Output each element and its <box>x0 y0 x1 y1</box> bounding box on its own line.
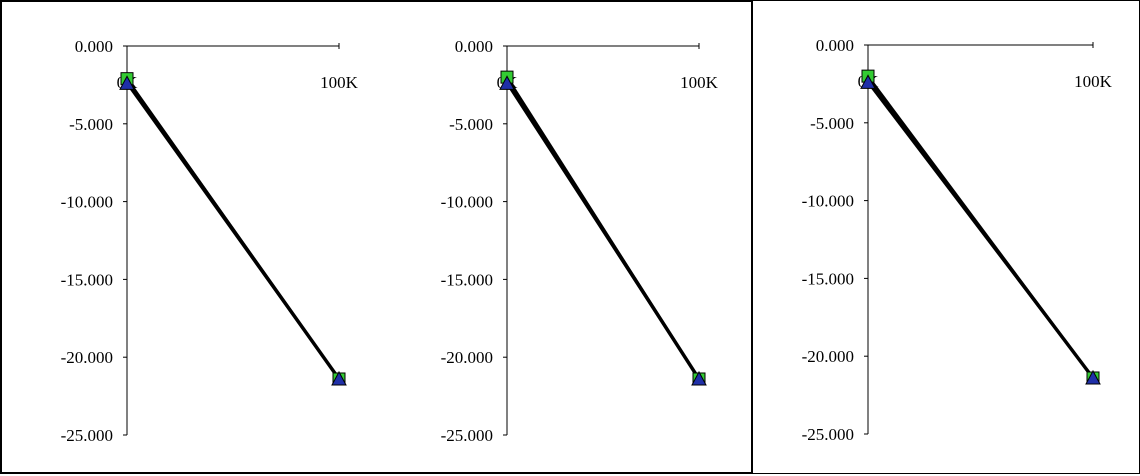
chart-1-svg: 0.000-5.000-10.000-15.000-20.000-25.0000… <box>61 37 359 445</box>
series-line <box>866 78 1093 379</box>
y-tick-label: -5.000 <box>810 114 854 133</box>
series-line <box>125 79 339 380</box>
chart-panel-3: 0.000-5.000-10.000-15.000-20.000-25.0000… <box>753 0 1140 474</box>
y-tick-label: 0.000 <box>75 37 113 56</box>
y-tick-label: -10.000 <box>802 192 854 211</box>
chart-3-svg: 0.000-5.000-10.000-15.000-20.000-25.0000… <box>802 36 1113 444</box>
x-tick-label: 100K <box>320 73 359 92</box>
y-tick-label: -25.000 <box>802 425 854 444</box>
x-tick-label: 100K <box>680 73 719 92</box>
y-tick-label: 0.000 <box>455 37 493 56</box>
y-tick-label: -15.000 <box>441 270 493 289</box>
chart-2-svg: 0.000-5.000-10.000-15.000-20.000-25.0000… <box>441 37 719 445</box>
y-tick-label: -20.000 <box>441 348 493 367</box>
y-tick-label: -5.000 <box>449 115 493 134</box>
triangle-marker <box>499 75 515 90</box>
y-tick-label: -5.000 <box>69 115 113 134</box>
triangle-marker <box>331 370 347 386</box>
triangle-marker <box>691 370 707 386</box>
y-tick-label: -25.000 <box>61 426 113 445</box>
series-line <box>125 79 341 380</box>
y-tick-label: -20.000 <box>802 347 854 366</box>
triangle-marker <box>119 75 135 90</box>
series-line <box>505 79 699 380</box>
series-line <box>867 78 1094 379</box>
y-tick-label: -25.000 <box>441 426 493 445</box>
x-tick-label: 100K <box>1074 72 1113 91</box>
series-line <box>505 79 701 380</box>
y-tick-label: -10.000 <box>441 193 493 212</box>
series-line <box>868 78 1095 379</box>
chart-panel-1: 0.000-5.000-10.000-15.000-20.000-25.0000… <box>0 0 391 474</box>
series-line <box>127 79 341 380</box>
y-tick-label: -15.000 <box>61 270 113 289</box>
y-tick-label: -20.000 <box>61 348 113 367</box>
series-line <box>507 79 701 380</box>
y-tick-label: -15.000 <box>802 269 854 288</box>
y-tick-label: -10.000 <box>61 193 113 212</box>
triangle-marker <box>860 74 876 89</box>
chart-panel-2: 0.000-5.000-10.000-15.000-20.000-25.0000… <box>390 0 753 474</box>
y-tick-label: 0.000 <box>816 36 854 55</box>
triangle-marker <box>1085 369 1101 385</box>
